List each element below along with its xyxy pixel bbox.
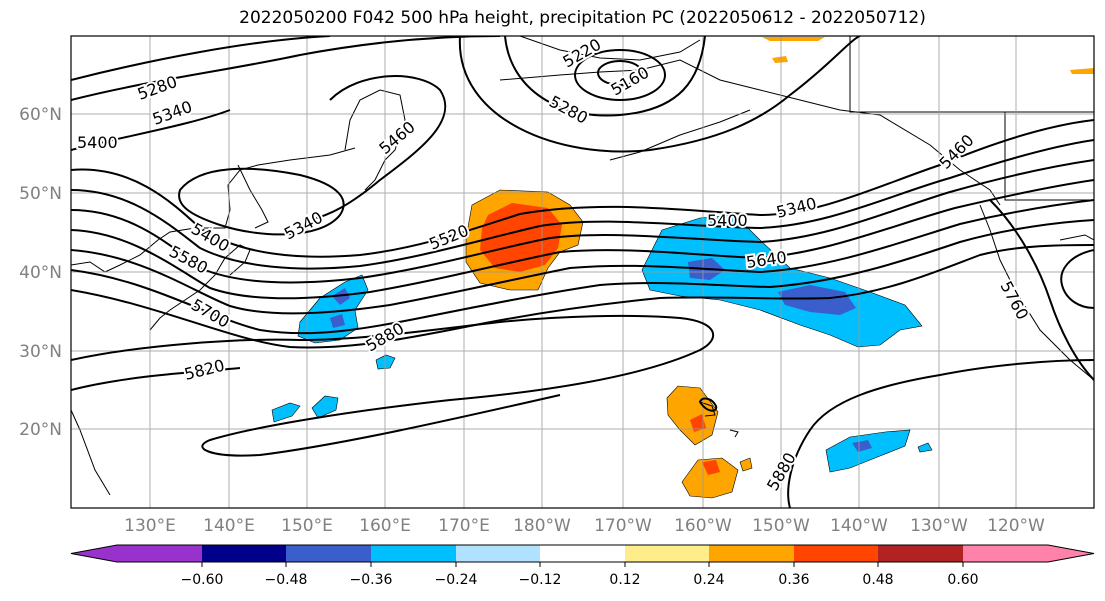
lon-label: 150°E [281,516,333,536]
contour-label: 5700 [188,295,233,332]
colorbar-tick-label: 0.12 [609,572,640,588]
contour-label: 5220 [560,35,605,72]
lon-label: 160°E [359,516,411,536]
lon-label: 120°W [987,516,1045,536]
colorbar-tick-label: 0.48 [862,572,893,588]
contour-label: 5400 [77,133,118,152]
contour-label: 5760 [996,278,1032,323]
contour-label: 5460 [375,117,418,158]
lon-label: 140°W [830,516,888,536]
colorbar-tick-label: −0.24 [435,572,478,588]
contour-label: 5340 [281,208,326,244]
colorbar-segment [456,545,540,562]
colorbar-tick-label: −0.48 [265,572,308,588]
lat-label: 40°N [19,263,62,283]
colorbar-segment [794,545,878,562]
colorbar-tick-label: −0.60 [181,572,224,588]
colorbar-segment [963,545,1094,562]
colorbar-outline [70,544,1095,563]
colorbar-tick-label: 0.24 [693,572,724,588]
colorbar-tick-label: −0.12 [519,572,562,588]
lon-label: 170°W [594,516,652,536]
lat-label: 50°N [19,184,62,204]
contour-label: 5280 [546,92,591,128]
colorbar-segments [70,544,1095,563]
colorbar: −0.60 −0.48 −0.36 −0.24 −0.12 0.12 0.24 … [70,544,1095,588]
lat-label: 20°N [19,420,62,440]
colorbar-segment [709,545,794,562]
map-frame [70,35,1095,509]
colorbar-ticks: −0.60 −0.48 −0.36 −0.24 −0.12 0.12 0.24 … [181,562,979,588]
latitude-labels: 60°N 50°N 40°N 30°N 20°N [19,105,62,440]
contour-label: 5340 [150,97,195,129]
contour-label: 5820 [182,356,226,384]
contour-label: 5880 [763,449,800,494]
colorbar-segment [202,545,286,562]
lat-label: 60°N [19,105,62,125]
colorbar-tick-label: −0.36 [350,572,393,588]
colorbar-segment [371,545,456,562]
coastlines [71,36,1094,496]
lon-label: 160°W [674,516,732,536]
lon-label: 130°E [124,516,176,536]
lon-label: 180°W [513,516,571,536]
colorbar-segment [625,545,709,562]
lon-label: 170°E [438,516,490,536]
colorbar-tick-label: 0.60 [947,572,978,588]
longitude-labels: 130°E 140°E 150°E 160°E 170°E 180°W 170°… [124,516,1045,536]
lat-label: 30°N [19,342,62,362]
height-contours [71,36,1094,508]
contour-label: 5160 [608,63,653,100]
contour-label: 5400 [707,211,748,230]
lon-label: 140°E [203,516,255,536]
map-title: 2022050200 F042 500 hPa height, precipit… [239,8,926,28]
precip-positive-hawaii [666,385,719,446]
colorbar-segment [878,545,963,562]
colorbar-segment [286,545,371,562]
colorbar-segment [540,545,625,562]
colorbar-tick-label: 0.36 [778,572,809,588]
lon-label: 130°W [910,516,968,536]
precip-negative-ne-pacific [641,214,923,348]
lon-label: 150°W [752,516,810,536]
colorbar-segment [71,545,202,562]
contour-label: 5280 [135,72,180,104]
